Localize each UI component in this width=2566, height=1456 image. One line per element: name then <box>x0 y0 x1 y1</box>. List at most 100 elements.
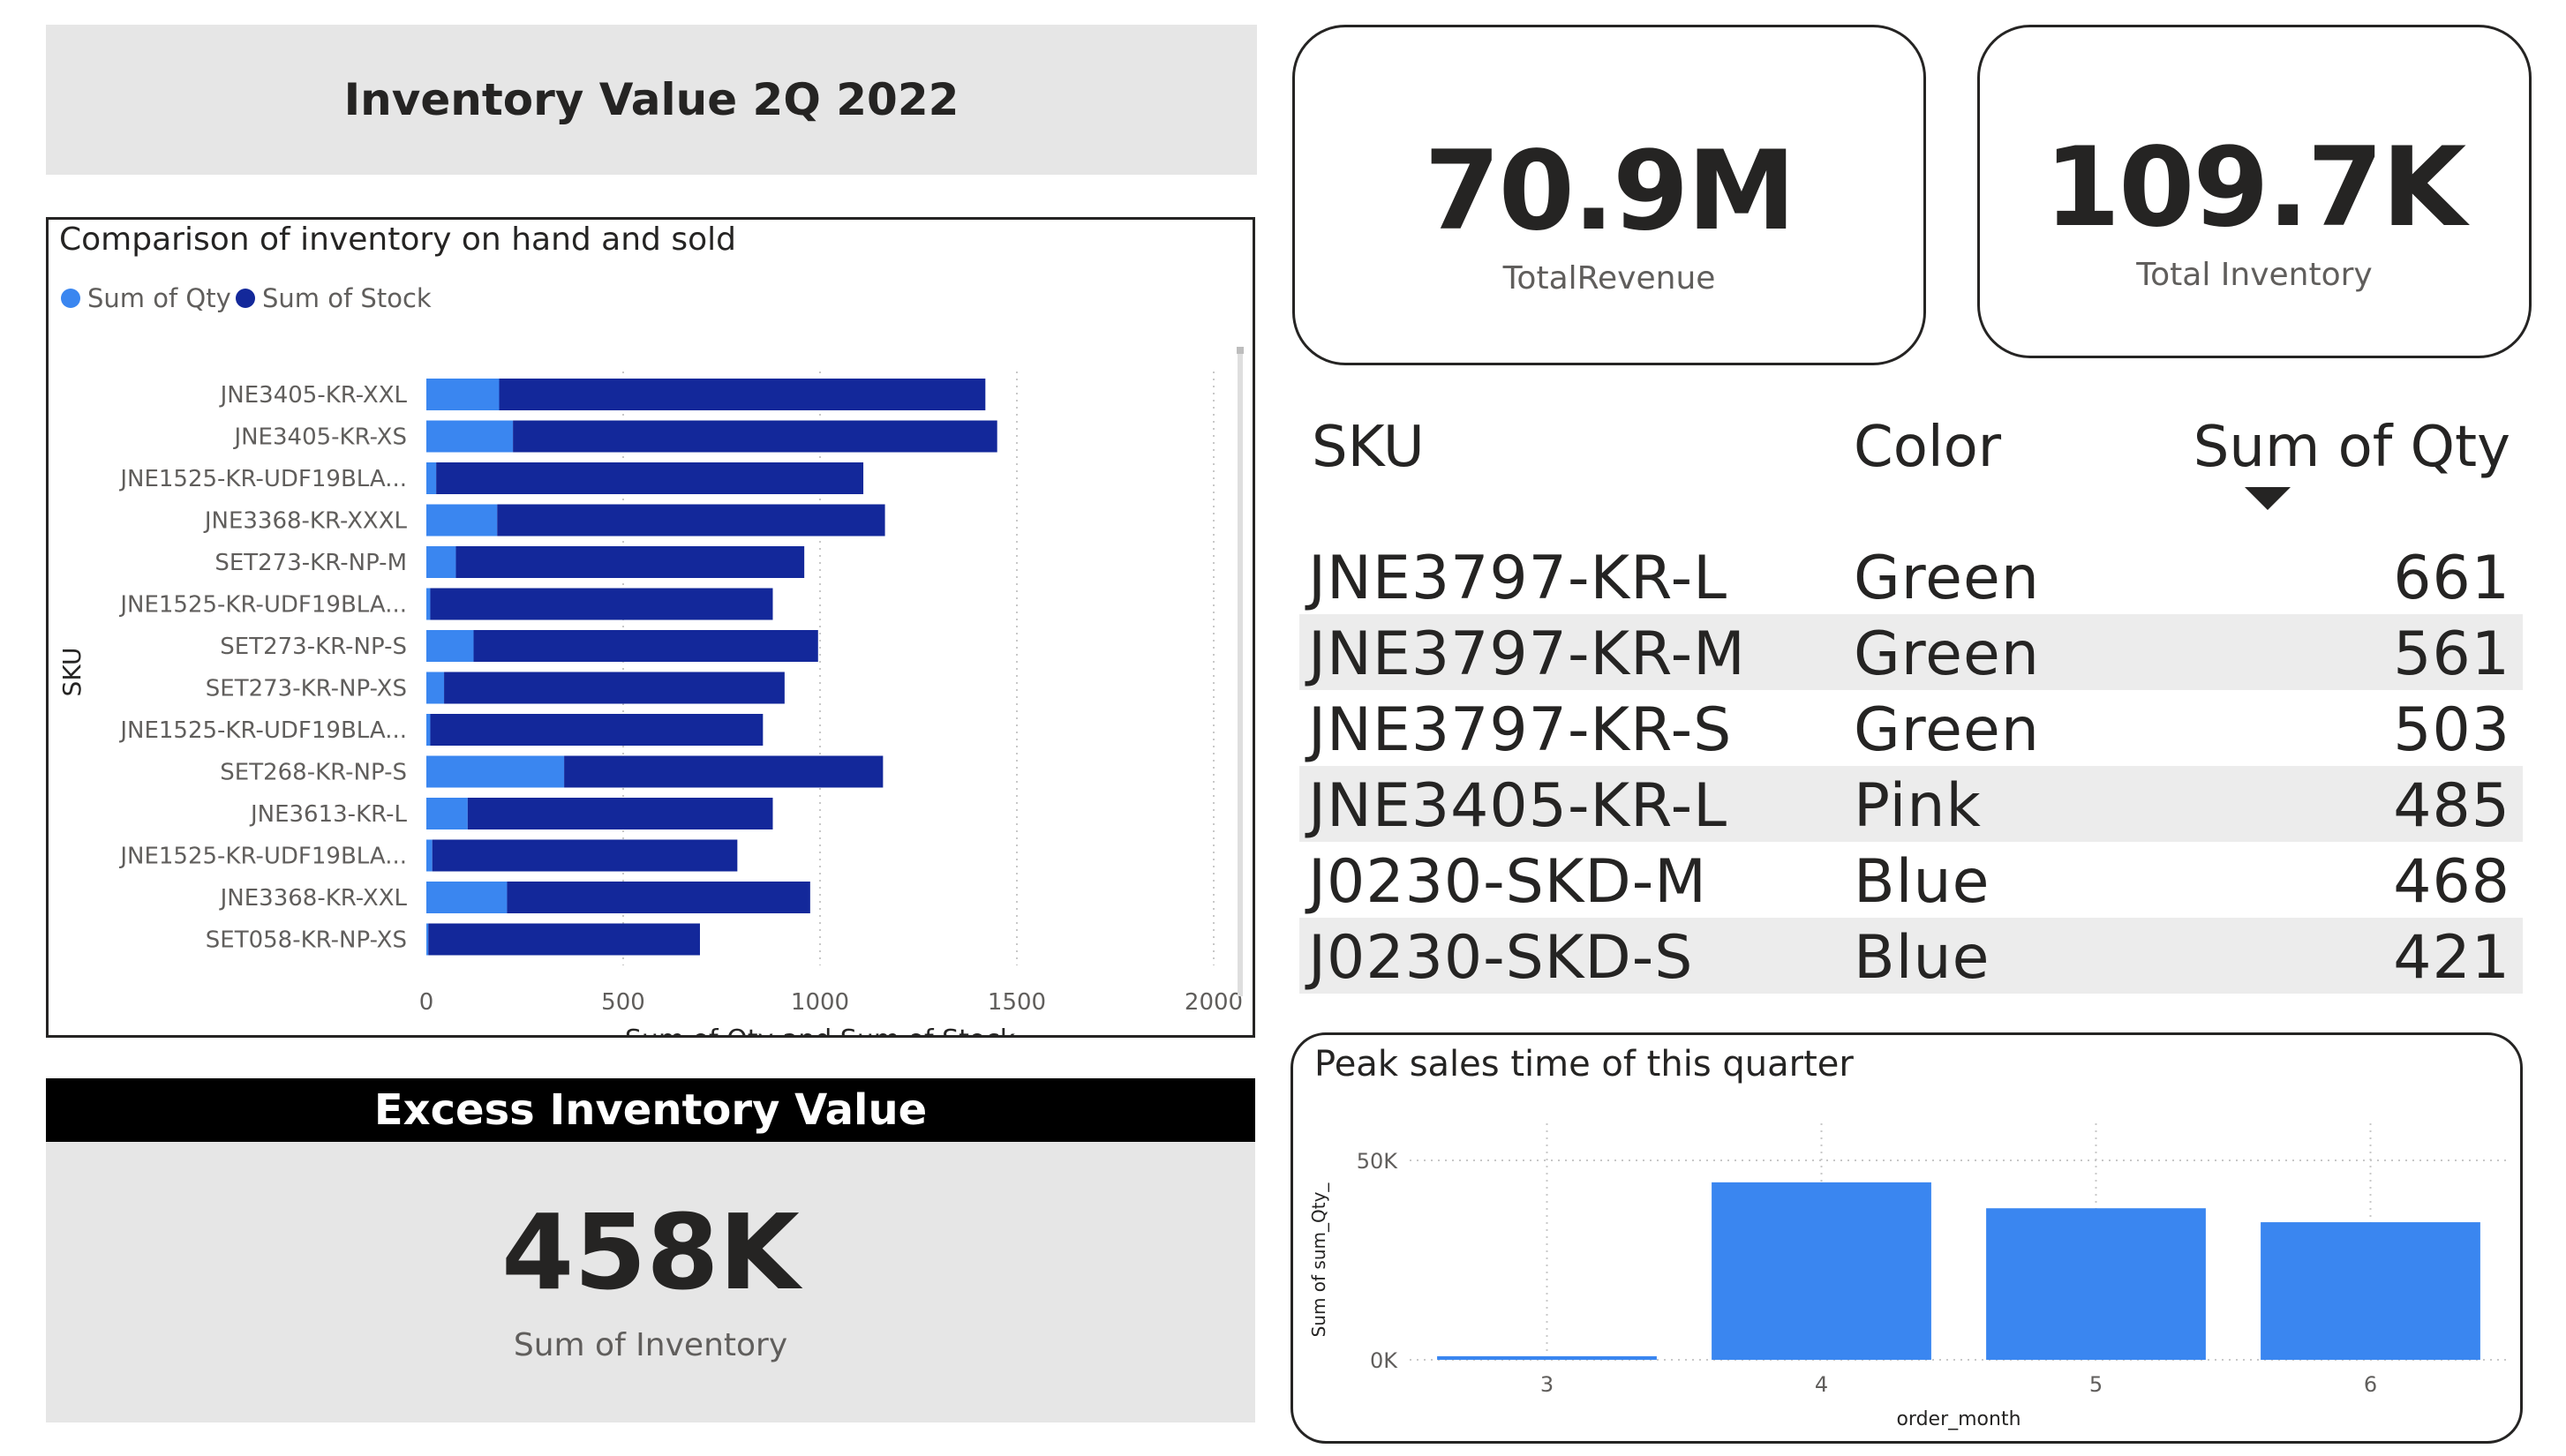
x-tick-label: 0 <box>419 989 434 1016</box>
table-row[interactable]: JNE3797-KR-L Green 661 <box>1299 538 2523 614</box>
y-tick-label: SET273-KR-NP-M <box>214 550 407 576</box>
bar-stock[interactable] <box>467 798 773 829</box>
x-tick-label: 500 <box>601 989 645 1016</box>
bar-qty[interactable] <box>426 755 565 788</box>
bar-stock[interactable] <box>497 504 885 537</box>
bar-stock[interactable] <box>507 882 810 913</box>
bar-qty[interactable] <box>426 714 431 746</box>
x-tick-label: 5 <box>2089 1372 2103 1397</box>
cell-color: Blue <box>1854 847 1990 917</box>
column-header-sku[interactable]: SKU <box>1312 415 1425 480</box>
bar-qty[interactable] <box>426 672 445 704</box>
y-tick-label: JNE3405-KR-XXL <box>219 382 408 409</box>
kpi-card-revenue[interactable]: 70.9M TotalRevenue <box>1292 25 1926 365</box>
x-tick-label: 1500 <box>988 989 1046 1016</box>
bar-qty[interactable] <box>426 588 431 620</box>
bar-qty[interactable] <box>426 882 508 913</box>
column-header-qty[interactable]: Sum of Qty <box>2193 415 2510 480</box>
y-tick-label: 0K <box>1370 1348 1398 1373</box>
x-tick-label: 2000 <box>1185 989 1243 1016</box>
bar-qty[interactable] <box>426 504 498 537</box>
y-tick-label: SET268-KR-NP-S <box>220 760 407 786</box>
inventory-comparison-chart[interactable]: Comparison of inventory on hand and sold… <box>46 217 1255 1038</box>
bar-stock[interactable] <box>430 588 773 620</box>
cell-sku: J0230-SKD-M <box>1308 847 1707 917</box>
bar-qty[interactable] <box>426 379 500 410</box>
scrollbar-thumb <box>1237 347 1244 354</box>
bar-stock[interactable] <box>444 672 785 704</box>
cell-sku: JNE3797-KR-S <box>1308 695 1733 765</box>
x-tick-label: 4 <box>1815 1372 1828 1397</box>
bar-month[interactable] <box>1986 1208 2206 1360</box>
column-header-color[interactable]: Color <box>1854 415 2002 480</box>
excess-inventory-label: Sum of Inventory <box>513 1327 788 1363</box>
cell-sku: J0230-SKD-S <box>1308 923 1694 993</box>
y-axis-title: Sum of sum_Qty_ <box>1308 1182 1329 1338</box>
bar-qty[interactable] <box>426 546 456 578</box>
chart-title: Peak sales time of this quarter <box>1314 1044 1854 1084</box>
y-tick-label: JNE3405-KR-XS <box>232 424 407 451</box>
excess-inventory-header: Excess Inventory Value <box>46 1078 1255 1142</box>
y-tick-label: JNE1525-KR-UDF19BLA... <box>118 717 407 744</box>
sku-table[interactable]: SKU Color Sum of Qty JNE3797-KR-L Green … <box>1299 406 2523 994</box>
table-row[interactable]: JNE3405-KR-L Pink 485 <box>1299 766 2523 842</box>
bar-stock[interactable] <box>473 630 818 662</box>
legend-label-qty: Sum of Qty <box>87 283 231 313</box>
x-axis-title: Sum of Qty and Sum of Stock <box>625 1024 1016 1035</box>
y-tick-label: JNE3613-KR-L <box>249 801 408 828</box>
cell-qty: 503 <box>2393 695 2510 765</box>
bar-qty[interactable] <box>426 630 474 662</box>
legend-label-stock: Sum of Stock <box>262 283 432 313</box>
kpi-value-inventory: 109.7K <box>2043 124 2466 251</box>
legend-dot-stock <box>236 289 255 308</box>
cell-color: Green <box>1854 619 2040 689</box>
excess-inventory-card[interactable]: 458K Sum of Inventory <box>46 1142 1255 1422</box>
bar-stock[interactable] <box>430 714 764 746</box>
x-tick-label: 1000 <box>791 989 849 1016</box>
bar-stock[interactable] <box>432 839 738 872</box>
chart-title: Comparison of inventory on hand and sold <box>59 221 736 258</box>
y-tick-label: 50K <box>1357 1149 1399 1174</box>
y-tick-label: JNE3368-KR-XXL <box>219 885 408 912</box>
bar-stock[interactable] <box>436 462 864 494</box>
y-tick-label: JNE1525-KR-UDF19BLA... <box>118 844 407 870</box>
cell-qty: 485 <box>2393 771 2510 841</box>
table-row[interactable]: JNE3797-KR-M Green 561 <box>1299 614 2523 690</box>
bar-qty[interactable] <box>426 462 437 494</box>
bar-stock[interactable] <box>428 923 700 956</box>
bar-qty[interactable] <box>426 798 468 829</box>
kpi-card-inventory[interactable]: 109.7K Total Inventory <box>1977 25 2532 358</box>
bar-month[interactable] <box>1437 1355 1657 1360</box>
table-row[interactable]: JNE3797-KR-S Green 503 <box>1299 690 2523 766</box>
x-axis-title: order_month <box>1896 1408 2020 1430</box>
bar-qty[interactable] <box>426 839 433 872</box>
legend-item-stock[interactable]: Sum of Stock <box>236 283 432 313</box>
y-tick-label: SET058-KR-NP-XS <box>206 927 407 954</box>
cell-color: Green <box>1854 695 2040 765</box>
cell-color: Green <box>1854 544 2040 613</box>
bar-stock[interactable] <box>513 420 997 453</box>
legend-dot-qty <box>61 289 80 308</box>
y-axis-title: SKU <box>57 648 87 697</box>
table-row[interactable]: J0230-SKD-M Blue 468 <box>1299 842 2523 918</box>
y-tick-label: JNE1525-KR-UDF19BLA... <box>118 592 407 619</box>
table-row[interactable]: J0230-SKD-S Blue 421 <box>1299 918 2523 994</box>
sort-descending-icon[interactable] <box>2245 487 2291 510</box>
bar-qty[interactable] <box>426 923 429 956</box>
peak-sales-chart[interactable]: Peak sales time of this quarter 50K 0K Sum… <box>1291 1032 2523 1444</box>
bar-qty[interactable] <box>426 420 514 453</box>
peak-sales-plot: 50K 0K Sum of sum_Qty_ 3 4 5 6 order_month <box>1308 1123 2508 1430</box>
cell-qty: 421 <box>2393 923 2510 993</box>
bar-stock[interactable] <box>455 546 805 578</box>
bar-month[interactable] <box>1712 1182 1931 1360</box>
legend-item-qty[interactable]: Sum of Qty <box>61 283 231 313</box>
kpi-value-revenue: 70.9M <box>1424 128 1795 255</box>
cell-qty: 468 <box>2393 847 2510 917</box>
bar-month[interactable] <box>2261 1222 2480 1360</box>
y-tick-label: JNE1525-KR-UDF19BLA... <box>118 466 407 492</box>
report-title: Inventory Value 2Q 2022 <box>343 74 959 125</box>
bar-stock[interactable] <box>499 379 986 410</box>
bar-stock[interactable] <box>564 755 884 788</box>
cell-sku: JNE3797-KR-M <box>1308 619 1746 689</box>
y-tick-label: SET273-KR-NP-S <box>220 634 407 660</box>
